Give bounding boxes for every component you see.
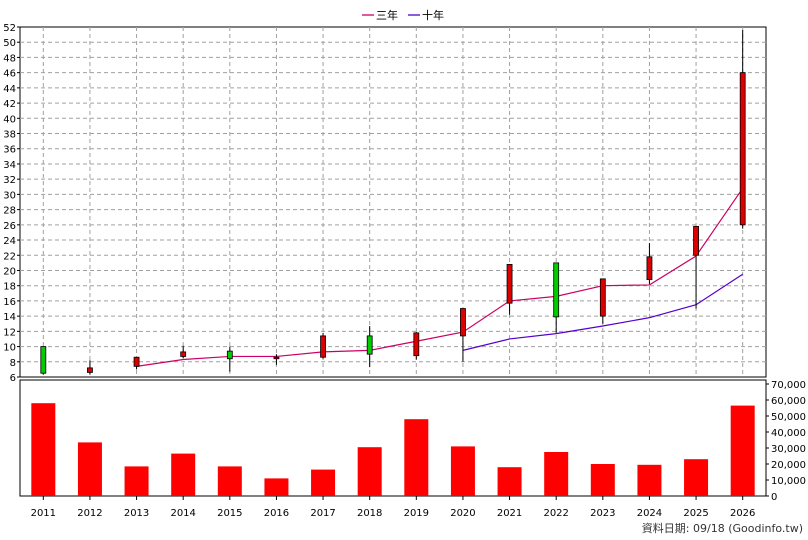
price-tick-label: 24	[3, 236, 16, 247]
candle-body	[226, 350, 233, 360]
candle-body	[599, 278, 606, 317]
price-tick-label: 16	[3, 297, 16, 308]
x-tick-label: 2021	[497, 508, 522, 519]
price-tick-label: 8	[10, 358, 16, 369]
volume-panel: 0 10,000 20,000 30,000 40,000 50,000 60,000 70,…	[19, 379, 806, 503]
volume-bar	[684, 459, 709, 496]
volume-bar	[450, 446, 475, 496]
price-tick-label: 10	[3, 343, 16, 354]
x-tick-label: 2014	[170, 508, 195, 519]
x-tick-label: 2026	[730, 508, 755, 519]
price-tick-label: 6	[10, 373, 16, 384]
volume-bar	[637, 464, 662, 496]
x-axis: 2011 2012 2013 2014 2015 2016 2017 2018 2019 2020…	[31, 496, 755, 519]
x-tick-label: 2019	[404, 508, 429, 519]
price-tick-label: 32	[3, 175, 16, 186]
volume-bar	[264, 478, 289, 496]
volume-bar	[311, 469, 336, 496]
x-tick-label: 2012	[77, 508, 102, 519]
volume-bar	[590, 464, 615, 496]
candle-body	[693, 225, 699, 256]
candle-body	[506, 263, 513, 304]
price-tick-label: 38	[3, 130, 16, 141]
price-tick-label: 26	[3, 221, 16, 232]
price-tick-label: 20	[3, 266, 16, 277]
candle-body	[460, 308, 466, 337]
candle-body	[320, 335, 326, 358]
price-tick-label: 48	[3, 53, 16, 64]
volume-bar	[31, 403, 56, 496]
series-line-0	[136, 187, 744, 367]
volume-bar	[730, 405, 755, 496]
x-tick-label: 2011	[31, 508, 56, 519]
x-tick-label: 2017	[310, 508, 335, 519]
candle-body	[273, 356, 280, 360]
candle-body	[87, 367, 93, 373]
price-tick-label: 50	[3, 38, 16, 49]
price-tick-label: 46	[3, 69, 16, 80]
price-tick-label: 52	[3, 23, 16, 34]
price-panel: 6 8 10 12 14 16 18 20 22 24 26 28 30 32 34 36 38 40 42 44 46…	[3, 23, 767, 384]
volume-bar	[171, 453, 196, 496]
candle-body	[413, 332, 420, 357]
volume-bar	[404, 419, 429, 496]
volume-bar	[544, 452, 569, 496]
x-tick-label: 2024	[637, 508, 662, 519]
volume-tick-label: 0	[771, 492, 777, 503]
price-tick-label: 44	[3, 84, 16, 95]
volume-tick-label: 70,000	[771, 380, 806, 391]
price-tick-label: 28	[3, 206, 16, 217]
volume-tick-label: 60,000	[771, 396, 806, 407]
x-tick-label: 2018	[357, 508, 382, 519]
volume-bar	[77, 442, 102, 496]
footer-date-source: 資料日期: 09/18 (Goodinfo.tw)	[642, 521, 803, 535]
candle-body	[553, 262, 560, 318]
volume-tick-label: 40,000	[771, 428, 806, 439]
volume-bar	[124, 466, 149, 496]
candle-body	[40, 346, 47, 374]
legend-label-0: 三年	[376, 8, 398, 22]
volume-tick-label: 20,000	[771, 460, 806, 471]
x-tick-label: 2022	[543, 508, 568, 519]
volume-bar	[497, 467, 522, 496]
x-tick-label: 2020	[450, 508, 475, 519]
price-tick-label: 18	[3, 282, 16, 293]
candle-body	[366, 335, 373, 355]
price-tick-label: 12	[3, 327, 16, 338]
legend: 三年 十年	[362, 8, 444, 22]
candle-body	[180, 351, 187, 357]
price-tick-label: 36	[3, 145, 16, 156]
x-tick-label: 2023	[590, 508, 615, 519]
candle-body	[739, 72, 746, 226]
volume-tick-label: 50,000	[771, 412, 806, 423]
price-tick-label: 34	[3, 160, 16, 171]
candle-body	[646, 256, 653, 281]
volume-tick-label: 10,000	[771, 476, 806, 487]
candle-body	[133, 356, 140, 367]
x-tick-label: 2015	[217, 508, 242, 519]
price-tick-label: 30	[3, 190, 16, 201]
volume-tick-label: 30,000	[771, 444, 806, 455]
price-tick-label: 40	[3, 114, 16, 125]
volume-bar	[357, 447, 382, 496]
price-tick-label: 14	[3, 312, 16, 323]
x-tick-label: 2016	[264, 508, 289, 519]
price-plot-area	[19, 26, 767, 378]
x-tick-label: 2013	[124, 508, 149, 519]
volume-bar	[217, 466, 242, 496]
legend-label-1: 十年	[422, 8, 444, 22]
price-tick-label: 42	[3, 99, 16, 110]
price-tick-label: 22	[3, 251, 16, 262]
x-tick-label: 2025	[683, 508, 708, 519]
